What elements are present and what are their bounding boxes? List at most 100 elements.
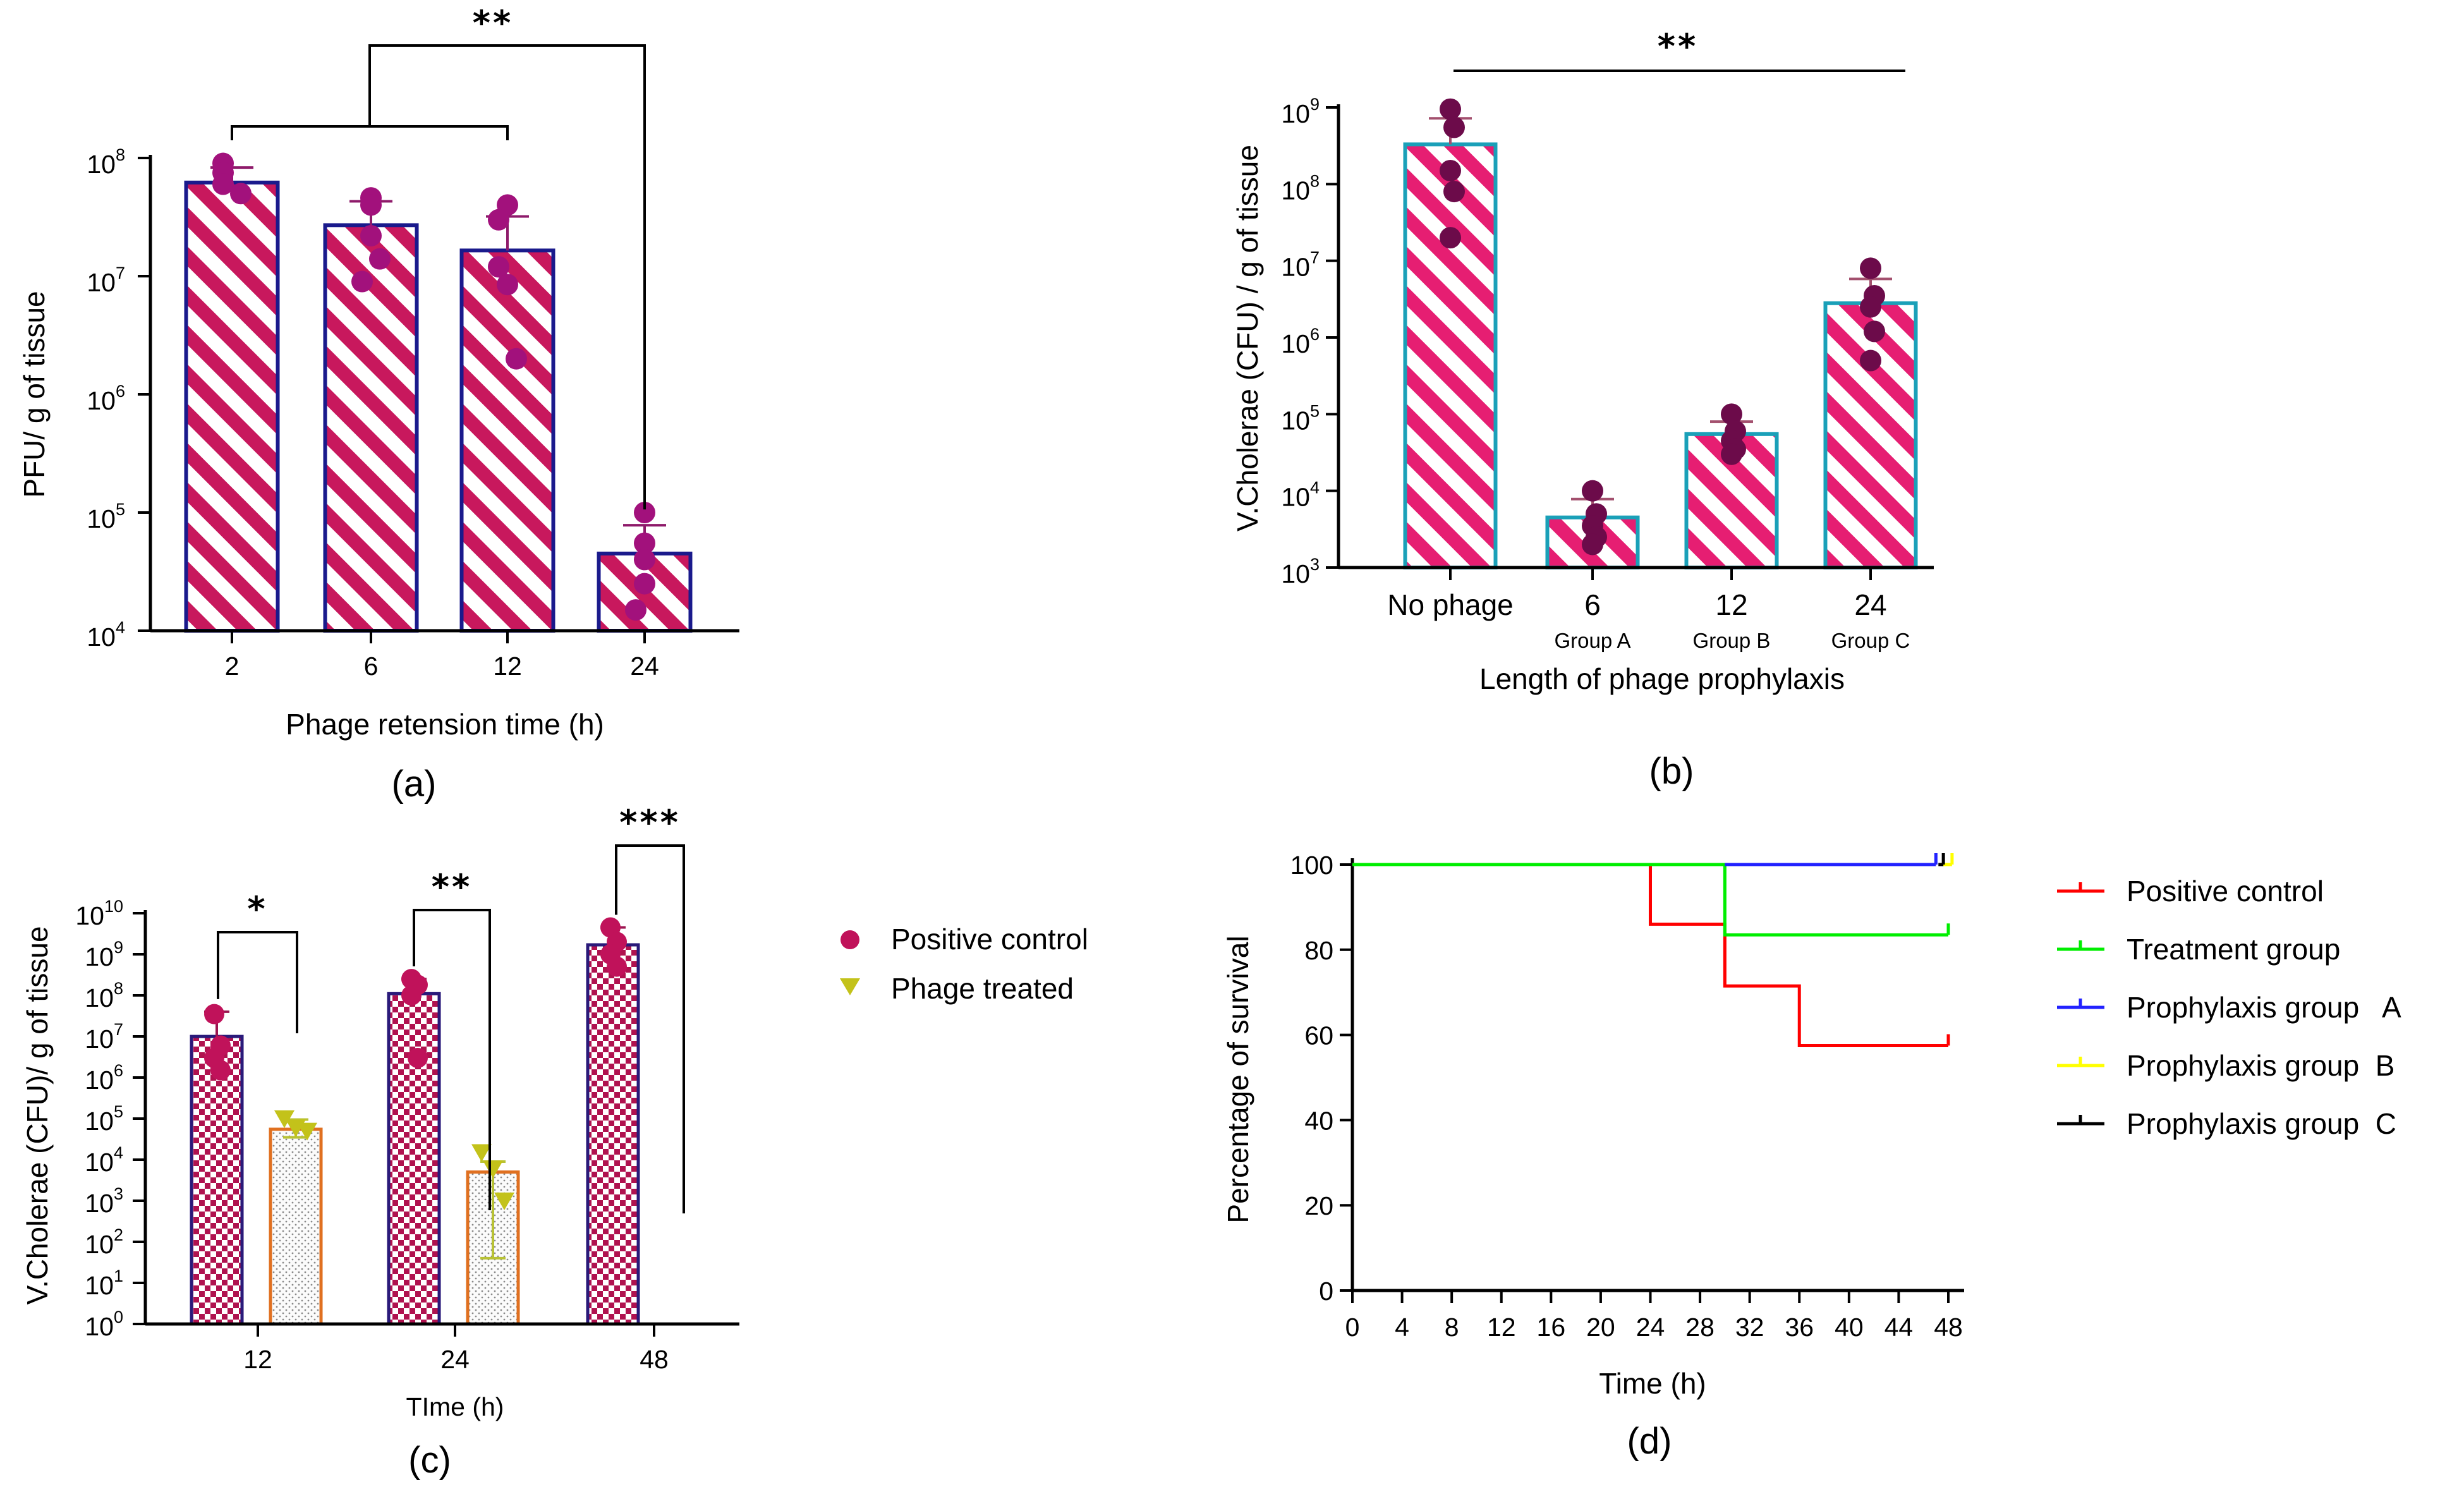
y-tick-label: 109 [85, 938, 123, 971]
y-tick-label: 104 [1281, 478, 1320, 512]
x-tick-label: 16 [1537, 1313, 1566, 1342]
data-point [1443, 181, 1465, 203]
bar [184, 180, 280, 633]
x-tick-label: 2 [225, 652, 240, 681]
y-tick-label: 105 [87, 500, 125, 533]
x-tick-label: 4 [1395, 1313, 1409, 1342]
chart-panel-b: No phage 6 Group A 12 Group B 24 Group C 103 104… [1231, 27, 1934, 792]
data-point [1864, 320, 1885, 343]
x-tick-label: 32 [1735, 1313, 1764, 1342]
y-tick-label: 0 [1319, 1277, 1333, 1306]
y-tick-label: 107 [87, 264, 125, 297]
data-point-positive-control [607, 956, 627, 977]
y-tick-label: 100 [85, 1308, 123, 1341]
x-tick-label: 24 [440, 1345, 470, 1374]
data-point [1860, 296, 1881, 318]
data-point [634, 532, 655, 554]
chart-panel-d: 0 4 8 12 16 20 24 28 32 36 40 44 48020406080100Time … [1222, 851, 2401, 1462]
survival-line [1352, 863, 1948, 937]
y-tick-label: 40 [1304, 1106, 1333, 1135]
significance-bracket [231, 125, 509, 140]
legend-label: Phage treated [891, 972, 1074, 1005]
x-tick-label: 24 [630, 652, 659, 681]
data-point [351, 270, 373, 293]
data-point-positive-control [210, 1060, 231, 1081]
data-point [634, 502, 655, 523]
bar-phage-treated [269, 1127, 323, 1326]
data-point [1440, 98, 1461, 120]
significance-label: *** [619, 803, 681, 842]
legend-marker-positive-control [841, 930, 859, 949]
y-tick-label: 106 [87, 382, 125, 415]
x-tick-label: 44 [1884, 1313, 1914, 1342]
significance-bracket [615, 844, 685, 1213]
bar [1823, 301, 1918, 569]
y-tick-label: 104 [85, 1143, 123, 1177]
y-tick-label: 20 [1304, 1191, 1333, 1220]
panel-label: (b) [1649, 751, 1694, 792]
bar-positive-control [586, 943, 640, 1326]
y-tick-label: 103 [85, 1184, 123, 1218]
x-axis-title: Length of phage prophylaxis [1479, 662, 1845, 695]
legend-label: Prophylaxis group C [2127, 1107, 2396, 1140]
data-point-positive-control [408, 1047, 428, 1068]
x-tick-label: 12 [1715, 588, 1747, 621]
data-point [1443, 116, 1465, 138]
x-tick-label: 48 [1934, 1313, 1963, 1342]
y-tick-label: 60 [1304, 1021, 1333, 1050]
bar [1403, 142, 1498, 570]
data-point [369, 248, 391, 270]
bar [323, 223, 419, 633]
x-tick-sublabel: Group A [1554, 629, 1630, 652]
y-tick-label: 103 [1281, 555, 1320, 588]
y-axis-title: Percentage of survival [1222, 935, 1254, 1223]
chart-panel-a: 2 6 12 24 104 105 106 107 108 Phage retension tim… [18, 3, 739, 805]
data-point [212, 173, 234, 195]
panel-label: (a) [392, 763, 437, 805]
x-tick-label: 0 [1345, 1313, 1360, 1342]
data-point-phage-treated [494, 1193, 514, 1210]
significance-bracket [368, 44, 646, 510]
data-point [634, 549, 655, 571]
x-tick-label: 12 [1487, 1313, 1516, 1342]
data-point-phage-treated [471, 1144, 492, 1162]
x-axis-title: Time (h) [1599, 1367, 1706, 1400]
x-tick-label: 8 [1445, 1313, 1459, 1342]
legend-marker-phage-treated [840, 978, 860, 995]
y-tick-label: 109 [1281, 95, 1320, 128]
data-point [488, 209, 509, 231]
significance-label: ** [473, 3, 513, 43]
data-point [634, 573, 655, 595]
data-point [1440, 227, 1461, 249]
y-tick-label: 80 [1304, 936, 1333, 965]
x-tick-label: 12 [243, 1345, 272, 1374]
y-tick-label: 108 [85, 979, 123, 1012]
data-point [360, 194, 382, 216]
bar [459, 248, 555, 633]
y-axis-title: PFU/ g of tissue [18, 291, 51, 497]
y-tick-label: 108 [87, 145, 125, 179]
x-tick-label: No phage [1387, 588, 1514, 621]
data-point [625, 599, 646, 621]
bar-positive-control [387, 992, 441, 1326]
legend-label: Positive control [2127, 875, 2324, 908]
legend-label: Prophylaxis group B [2127, 1049, 2394, 1082]
x-axis-title: TIme (h) [406, 1392, 504, 1421]
y-axis-title: V.Cholerae (CFU) / g of tissue [1231, 145, 1264, 531]
x-tick-sublabel: Group B [1693, 629, 1771, 652]
y-tick-label: 107 [1281, 248, 1320, 282]
y-tick-label: 108 [1281, 171, 1320, 205]
significance-label: ** [432, 867, 472, 907]
significance-bracket [217, 931, 298, 1033]
data-point [1440, 159, 1461, 181]
data-point [1721, 443, 1742, 465]
data-point [488, 256, 509, 278]
y-tick-label: 102 [85, 1225, 123, 1259]
x-tick-label: 40 [1835, 1313, 1864, 1342]
y-tick-label: 105 [85, 1102, 123, 1136]
data-point [506, 348, 527, 370]
y-axis-title: V.Cholerae (CFU)/ g of tissue [21, 926, 54, 1304]
data-point [1721, 403, 1742, 425]
legend-label: Prophylaxis group A [2127, 991, 2401, 1024]
